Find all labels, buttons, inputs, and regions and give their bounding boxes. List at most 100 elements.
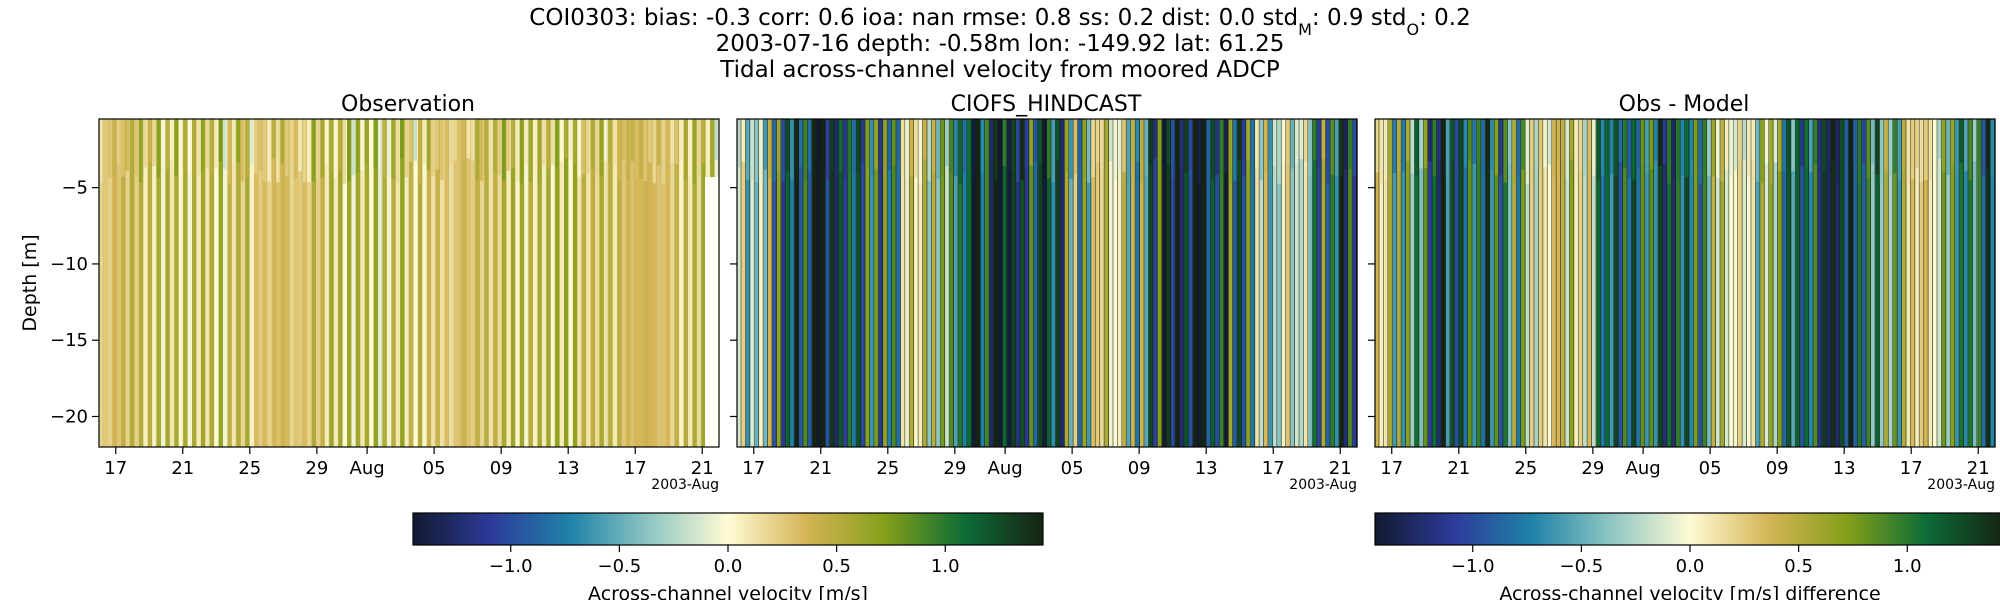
figure-title-line-3: Tidal across-channel velocity from moore…: [719, 57, 1280, 83]
heatmap-stripe: [280, 119, 286, 447]
heatmap-stripe-edge: [1706, 119, 1708, 447]
heatmap-stripe-edge: [487, 119, 489, 447]
heatmap-stripe-edge: [922, 119, 923, 447]
heatmap-stripe-edge: [1334, 119, 1335, 447]
x-axis: 17 21 25 29 Aug 05 09 13 17 21: [1380, 447, 1990, 479]
heatmap-stripe: [1109, 119, 1115, 447]
heatmap-stripe-top: [1250, 119, 1255, 167]
heatmap-stripe-top: [271, 119, 276, 159]
heatmap-stripe-top: [125, 119, 130, 171]
heatmap-stripe-top: [949, 119, 954, 172]
heatmap-stripe: [1082, 119, 1088, 447]
heatmap-stripe-edge: [1586, 119, 1588, 447]
heatmap-stripe: [1919, 119, 1925, 447]
heatmap-stripe-top: [1091, 119, 1095, 178]
heatmap-stripe: [905, 119, 911, 447]
heatmap-stripe: [1906, 119, 1912, 447]
heatmap-stripe-top: [1237, 119, 1241, 160]
heatmap-stripe: [1494, 119, 1500, 447]
heatmap-stripe-edge: [988, 119, 990, 447]
heatmap-stripe-edge: [1143, 119, 1145, 447]
heatmap-stripe-top: [1751, 119, 1755, 160]
heatmap-stripe: [1441, 119, 1447, 447]
heatmap-stripe-edge: [1958, 119, 1960, 447]
heatmap-stripe-top: [665, 119, 670, 160]
heatmap-stripe: [435, 119, 441, 447]
heatmap-stripe: [1379, 119, 1385, 447]
heatmap-stripe-top: [1733, 119, 1738, 171]
colorbar-tick-label: 0.0: [1676, 556, 1705, 577]
heatmap-stripe-top: [280, 119, 285, 164]
heatmap-stripe-top: [533, 119, 537, 177]
heatmap-stripe: [1419, 119, 1425, 447]
heatmap-stripe-edge: [1032, 119, 1034, 447]
heatmap-stripe-edge: [984, 119, 985, 447]
heatmap-stripe-top: [799, 119, 803, 167]
heatmap-stripe-edge: [1967, 119, 1969, 447]
heatmap-stripe-top: [506, 119, 510, 172]
heatmap-stripe-top: [1490, 119, 1494, 170]
heatmap-stripe-top: [670, 119, 674, 163]
heatmap-stripe-top: [892, 119, 896, 166]
heatmap-stripe-edge: [1507, 119, 1508, 447]
heatmap-stripe: [1224, 119, 1230, 447]
heatmap-stripe-top: [1640, 119, 1645, 165]
heatmap-stripe-edge: [1192, 119, 1194, 447]
heatmap-stripe: [595, 119, 601, 447]
heatmap-stripe-top: [1397, 119, 1401, 172]
heatmap-stripe-top: [409, 119, 413, 162]
heatmap-stripe-top: [1782, 119, 1786, 172]
heatmap-stripe: [1649, 119, 1655, 447]
heatmap-stripe-edge: [1134, 119, 1136, 447]
heatmap-stripe: [214, 119, 220, 447]
heatmap-stripe-top: [900, 119, 905, 175]
heatmap-stripe-edge: [1768, 119, 1770, 447]
heatmap-stripe: [1388, 119, 1394, 447]
heatmap-stripe-edge: [1577, 119, 1579, 447]
heatmap-stripe-top: [1290, 119, 1295, 169]
heatmap-stripe-top: [590, 119, 595, 168]
heatmap-stripe-top: [293, 119, 298, 179]
heatmap-stripe-edge: [235, 119, 237, 447]
heatmap-stripe: [1667, 119, 1673, 447]
heatmap-stripe-edge: [275, 119, 277, 447]
heatmap-stripe: [1122, 119, 1128, 447]
heatmap-stripe: [528, 119, 534, 447]
heatmap-stripe-edge: [1170, 119, 1171, 447]
heatmap-stripe: [125, 119, 131, 447]
heatmap-stripe-edge: [580, 119, 582, 447]
heatmap-stripe-top: [1769, 119, 1773, 185]
heatmap-stripe-top: [1946, 119, 1950, 175]
heatmap-stripe: [1972, 119, 1978, 447]
heatmap-stripe: [1299, 119, 1305, 447]
heatmap-stripe: [1968, 119, 1974, 447]
heatmap-stripe-top: [754, 119, 759, 183]
heatmap-stripe-top: [1773, 119, 1778, 163]
x-tick-label: 17: [742, 458, 765, 479]
heatmap-stripe-top: [896, 119, 900, 164]
heatmap-stripe-edge: [1657, 119, 1659, 447]
heatmap-stripe-edge: [1936, 119, 1938, 447]
heatmap-ciofs-hindcast: [737, 119, 1358, 447]
heatmap-stripe-top: [192, 119, 196, 183]
heatmap-stripe-edge: [895, 119, 897, 447]
heatmap-stripe: [174, 119, 180, 447]
heatmap-stripe-top: [422, 119, 426, 164]
heatmap-stripe: [1844, 119, 1850, 447]
heatmap-stripe: [1813, 119, 1819, 447]
heatmap-stripe-top: [1419, 119, 1423, 169]
heatmap-stripe: [803, 119, 809, 447]
heatmap-stripe-top: [825, 119, 830, 180]
heatmap-stripe-top: [1352, 119, 1357, 177]
heatmap-stripe-top: [1534, 119, 1538, 162]
heatmap-stripe-top: [985, 119, 989, 165]
heatmap-stripe-edge: [740, 119, 742, 447]
panel-title: Obs - Model: [1619, 92, 1750, 117]
heatmap-stripe-top: [395, 119, 400, 183]
heatmap-stripe-edge: [1311, 119, 1313, 447]
heatmap-stripe-edge: [1626, 119, 1628, 447]
heatmap-stripe-top: [1095, 119, 1100, 163]
heatmap-stripe-edge: [1972, 119, 1973, 447]
heatmap-stripe-edge: [1139, 119, 1140, 447]
heatmap-stripe-top: [1166, 119, 1171, 165]
